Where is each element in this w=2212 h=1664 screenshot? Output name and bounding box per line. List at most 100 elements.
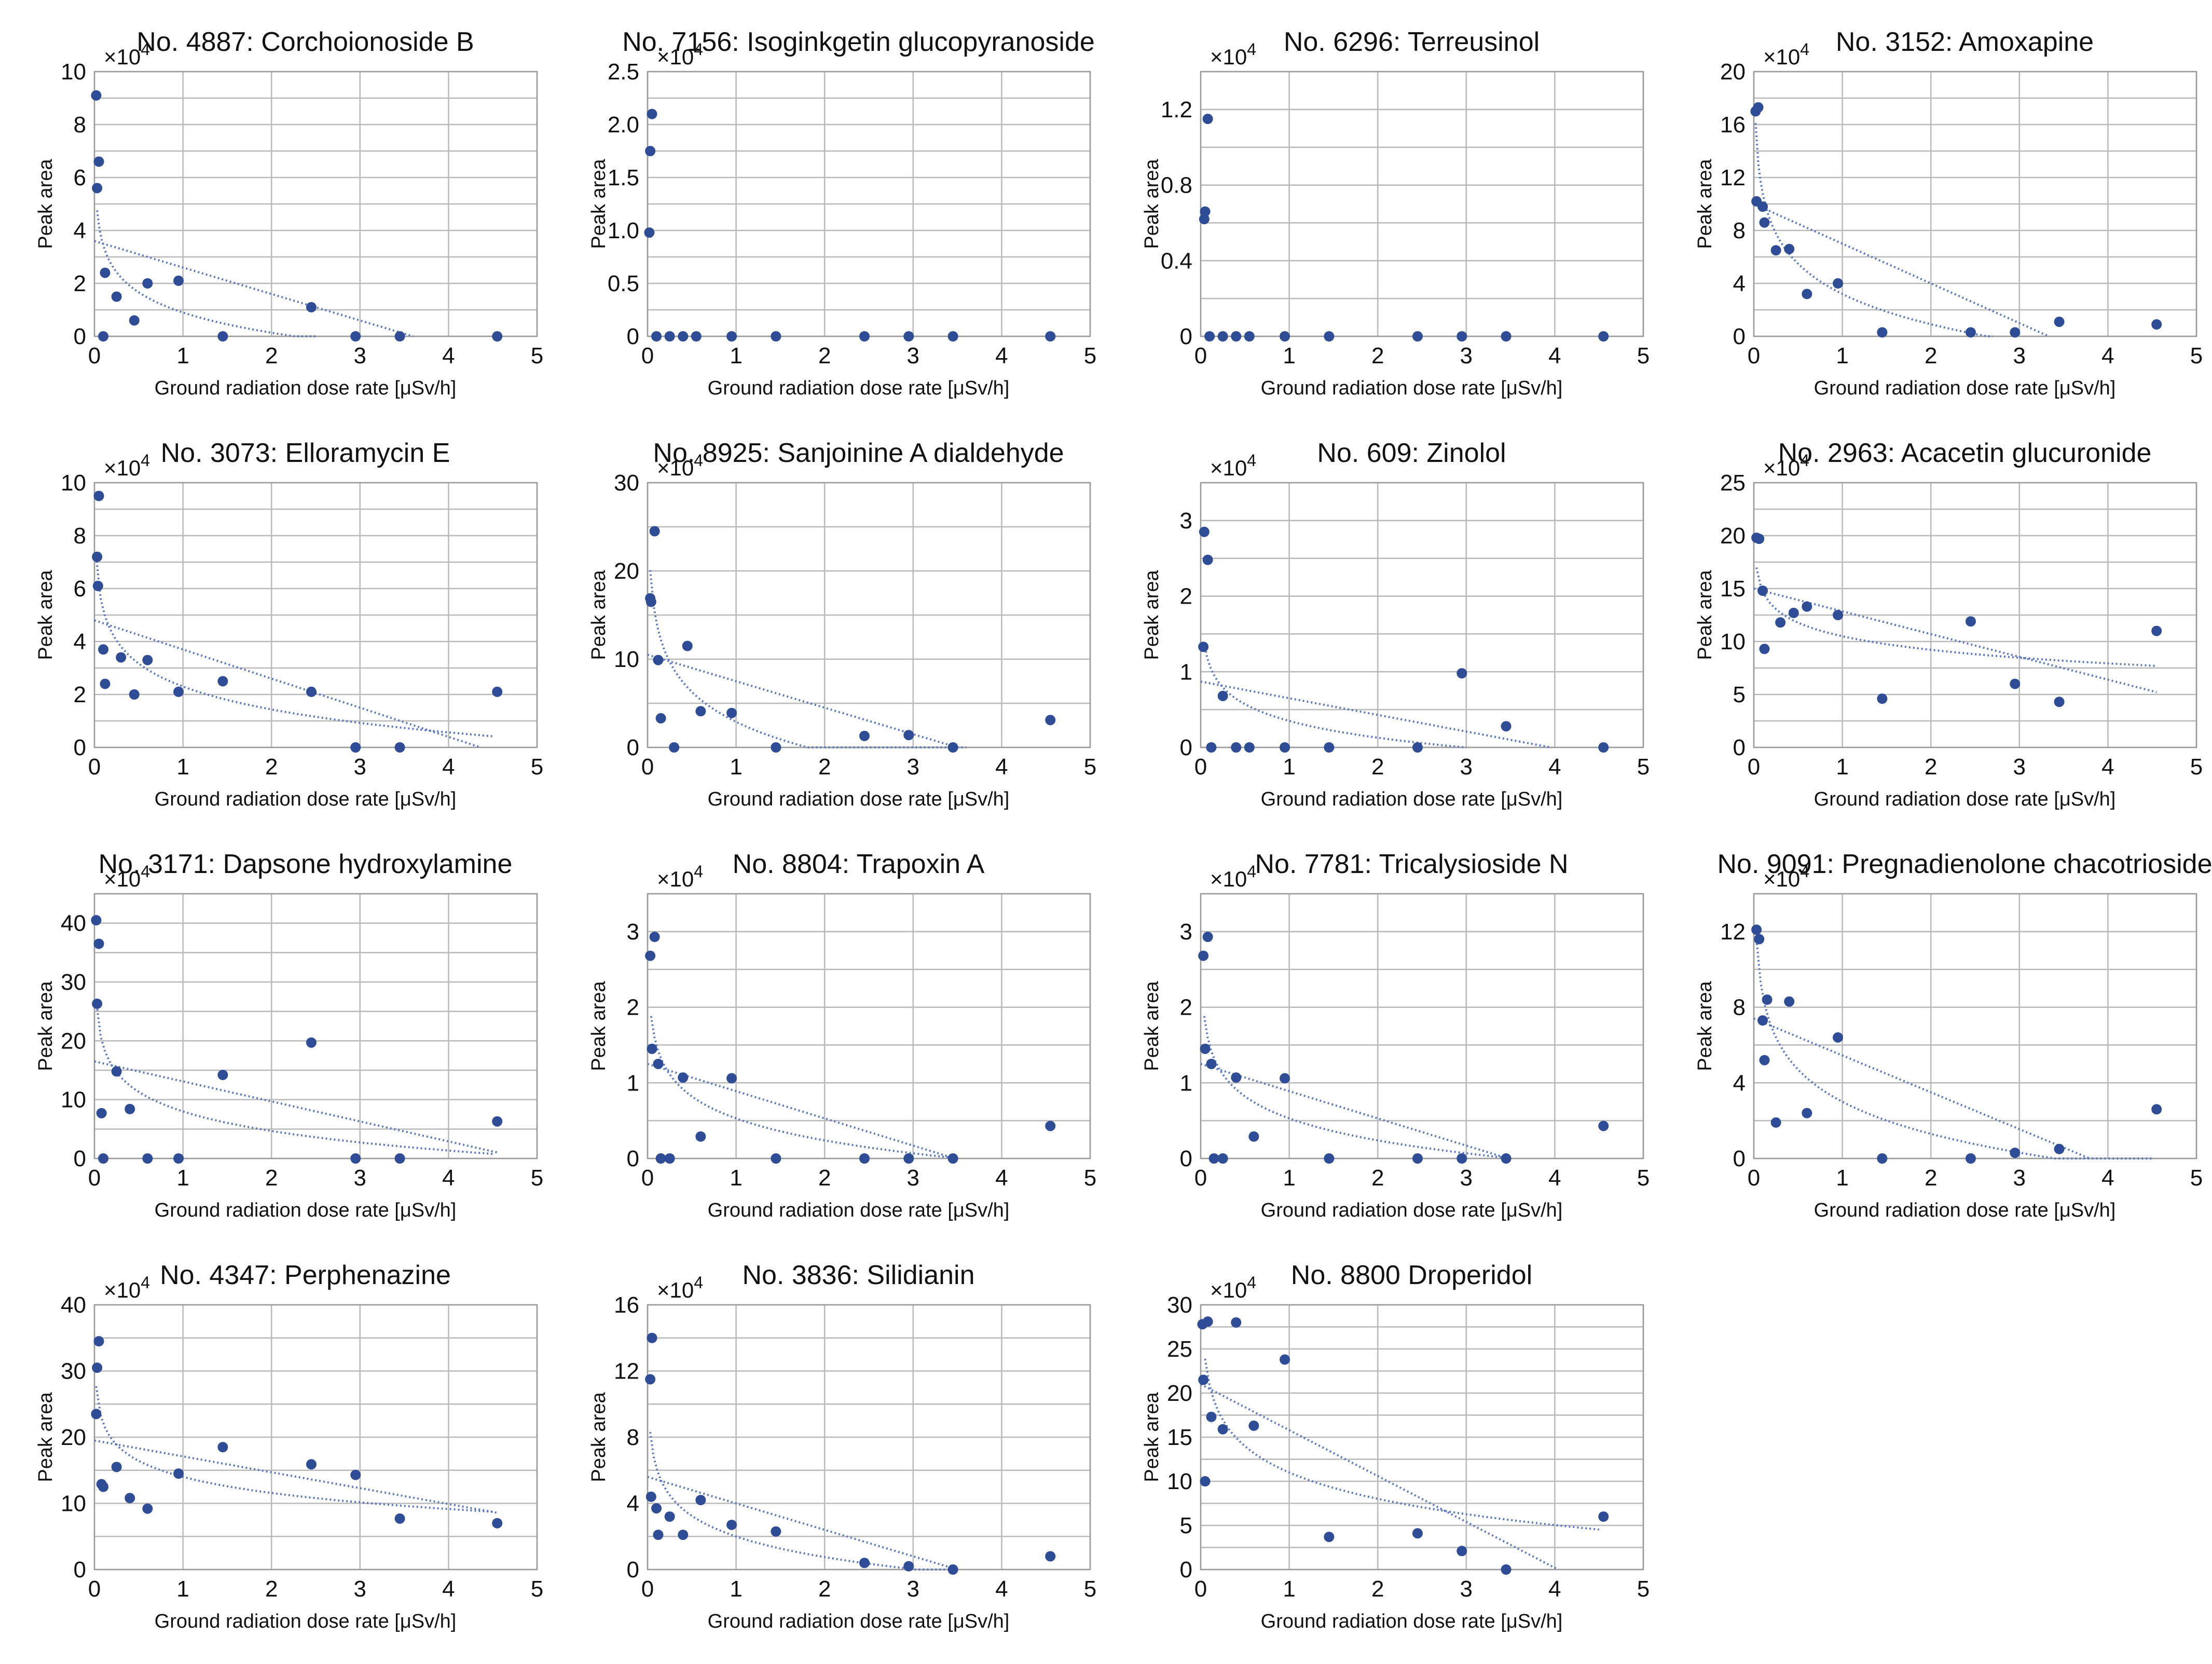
y-tick-label: 30 [61, 1359, 86, 1384]
data-point [1501, 1564, 1512, 1575]
y-axis-label: Peak area [1141, 981, 1163, 1071]
x-tick-label: 3 [354, 1165, 366, 1191]
data-point [1754, 534, 1765, 544]
data-point [1248, 1420, 1259, 1431]
log-trendline [96, 210, 316, 337]
x-tick-label: 5 [531, 343, 543, 369]
plot-frame [1753, 482, 2197, 748]
plot-frame [93, 482, 538, 748]
y-axis-label: Peak area [1694, 981, 1716, 1071]
x-tick-label: 1 [176, 343, 189, 369]
multiplier-base: ×10 [657, 456, 694, 480]
chart-panel-13: No. 4347: Perphenazine 0 1 2 3 4 5 0 10 20 30 40 ×10… [0, 1233, 553, 1648]
y-tick-label: 2 [74, 682, 86, 707]
multiplier-base: ×10 [1763, 456, 1800, 480]
multiplier-exponent: 4 [141, 40, 150, 59]
log-trendline [649, 1431, 958, 1571]
grid [647, 893, 1091, 1160]
data-point [306, 686, 317, 697]
data-point [1045, 331, 1056, 342]
linear-trendline [94, 1060, 498, 1154]
x-axis-label: Ground radiation dose rate [μSv/h] [708, 377, 1010, 399]
chart-svg: No. 8800 Droperidol 0 1 2 3 4 5 0 5 10 15 20 25 30 ×10… [1141, 1260, 1650, 1632]
data-point [1280, 742, 1290, 753]
data-point [947, 331, 958, 342]
data-point [1206, 1411, 1217, 1422]
x-tick-label: 1 [730, 343, 742, 369]
data-point [1802, 1108, 1812, 1119]
y-tick-label: 2.5 [608, 59, 639, 85]
multiplier-base: ×10 [1210, 45, 1247, 69]
data-point [492, 686, 503, 697]
x-tick-label: 3 [907, 1165, 919, 1191]
y-tick-label: 0 [627, 1146, 639, 1171]
y-axis-label: Peak area [35, 981, 57, 1071]
x-tick-label: 3 [1460, 754, 1473, 780]
y-axis-label: Peak area [1141, 159, 1163, 249]
data-point [1757, 585, 1768, 596]
data-point [93, 156, 104, 167]
chart-panel-15: No. 8800 Droperidol 0 1 2 3 4 5 0 5 10 15 20 25 30 ×10… [1106, 1233, 1659, 1648]
linear-trendline [647, 1476, 958, 1571]
data-point [1200, 1043, 1211, 1054]
data-point [1217, 331, 1228, 342]
x-tick-label: 0 [641, 1165, 654, 1191]
data-point [651, 1503, 662, 1514]
data-point [655, 1153, 666, 1164]
x-tick-label: 1 [176, 1165, 189, 1191]
x-tick-label: 0 [1194, 343, 1207, 369]
x-tick-label: 5 [1637, 1165, 1650, 1191]
data-point [664, 1511, 675, 1522]
linear-trendline [1753, 203, 2049, 337]
y-axis-label: Peak area [35, 159, 57, 249]
data-point [217, 1070, 228, 1081]
data-point [1206, 742, 1217, 753]
x-tick-label: 5 [531, 754, 543, 780]
multiplier-base: ×10 [1210, 1278, 1247, 1302]
y-tick-label: 20 [1167, 1381, 1192, 1406]
x-tick-label: 3 [2013, 754, 2026, 780]
axis-multiplier: ×104 [1210, 862, 1256, 891]
x-tick-label: 3 [354, 1576, 366, 1602]
y-tick-label: 6 [74, 576, 86, 602]
y-tick-label: 15 [1167, 1425, 1192, 1450]
x-tick-label: 4 [2101, 754, 2114, 780]
data-point [92, 998, 103, 1009]
log-trendline [95, 1001, 493, 1155]
data-point [1045, 1551, 1056, 1562]
chart-panel-12: No. 9091: Pregnadienolone chacotrioside 0… [1659, 822, 2212, 1237]
data-point [1248, 1131, 1259, 1142]
x-tick-label: 4 [442, 343, 455, 369]
chart-title: No. 3152: Amoxapine [1836, 27, 2094, 57]
grid [647, 482, 1091, 748]
grid [647, 71, 1091, 337]
multiplier-base: ×10 [657, 45, 694, 69]
x-tick-label: 3 [1460, 1576, 1473, 1602]
axis-multiplier: ×104 [1210, 1273, 1256, 1302]
x-tick-label: 4 [995, 1165, 1008, 1191]
y-axis-label: Peak area [1694, 570, 1716, 660]
x-tick-label: 5 [2190, 754, 2203, 780]
x-tick-label: 1 [1836, 754, 1848, 780]
x-tick-label: 1 [730, 1576, 742, 1602]
x-axis-label: Ground radiation dose rate [μSv/h] [708, 1611, 1010, 1632]
grid [647, 1304, 1091, 1571]
log-trendline [1755, 939, 2152, 1160]
multiplier-exponent: 4 [694, 451, 703, 470]
chart-title: No. 3171: Dapsone hydroxylamine [99, 849, 513, 879]
chart-svg: No. 6296: Terreusinol 0 1 2 3 4 5 0 0.4 0.8 1.2 ×10… [1141, 27, 1650, 399]
y-tick-label: 8 [627, 1425, 639, 1450]
data-point [645, 1491, 656, 1502]
y-tick-label: 0 [1733, 324, 1746, 349]
plot-frame [1753, 893, 2197, 1160]
y-tick-label: 4 [74, 629, 86, 654]
x-axis-label: Ground radiation dose rate [μSv/h] [1814, 1199, 2116, 1221]
data-point [1324, 742, 1335, 753]
axis-multiplier: ×104 [657, 1273, 703, 1302]
y-tick-label: 0.4 [1161, 248, 1192, 274]
x-tick-label: 4 [442, 754, 455, 780]
x-tick-label: 0 [88, 754, 101, 780]
y-tick-label: 10 [61, 1491, 86, 1517]
